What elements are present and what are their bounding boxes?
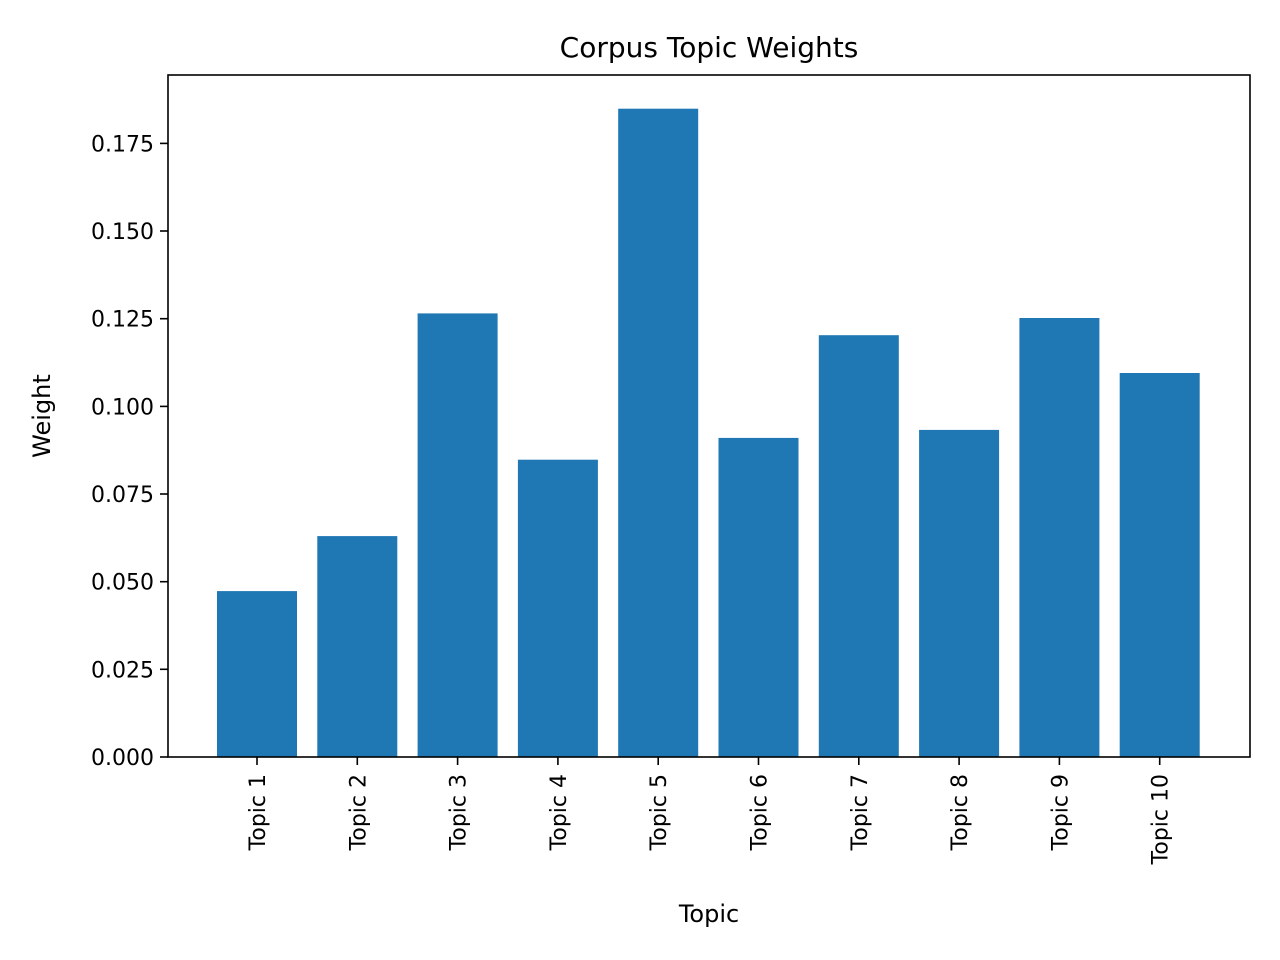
x-tick-label: Topic 7 <box>848 774 873 851</box>
plot-area-frame <box>167 74 1251 758</box>
x-tick-label: Topic 6 <box>748 774 773 851</box>
y-tick-label: 0.100 <box>91 395 154 420</box>
y-tick-label: 0.025 <box>91 658 154 683</box>
bar-4 <box>517 459 598 757</box>
bar-3 <box>417 313 498 757</box>
x-axis-ticks: Topic 1 Topic 2 Topic 3 Topic 4 Topic 5 Topic… <box>246 757 1174 865</box>
y-tick-label: 0.125 <box>91 308 154 333</box>
y-tick-label: 0.050 <box>91 571 154 596</box>
y-axis-title: Weight <box>28 374 56 458</box>
bar-2 <box>317 536 398 757</box>
bar-1 <box>217 591 297 757</box>
x-tick-label: Topic 2 <box>346 774 371 851</box>
bar-9 <box>1019 318 1100 757</box>
y-tick-label: 0.075 <box>91 483 154 508</box>
x-tick-label: Topic 4 <box>547 774 572 851</box>
x-tick-label: Topic 1 <box>246 774 271 851</box>
bar-5 <box>618 108 699 757</box>
bars-group <box>217 108 1200 757</box>
y-tick-label: 0.175 <box>91 132 154 157</box>
bar-8 <box>919 429 1000 757</box>
x-tick-label: Topic 8 <box>948 774 973 851</box>
bar-7 <box>818 335 899 757</box>
y-axis-ticks: 0.000 0.025 0.050 0.075 0.100 0.125 0.150 0.175 <box>91 132 168 771</box>
y-tick-label: 0.000 <box>91 746 154 771</box>
x-tick-label: Topic 3 <box>447 774 472 851</box>
bar-10 <box>1119 373 1200 757</box>
y-tick-label: 0.150 <box>91 220 154 245</box>
x-tick-label: Topic 10 <box>1149 774 1174 865</box>
bar-6 <box>718 437 799 757</box>
chart-title: Corpus Topic Weights <box>560 31 859 64</box>
x-tick-label: Topic 9 <box>1048 774 1073 851</box>
x-tick-label: Topic 5 <box>647 774 672 851</box>
x-axis-title: Topic <box>678 900 739 928</box>
